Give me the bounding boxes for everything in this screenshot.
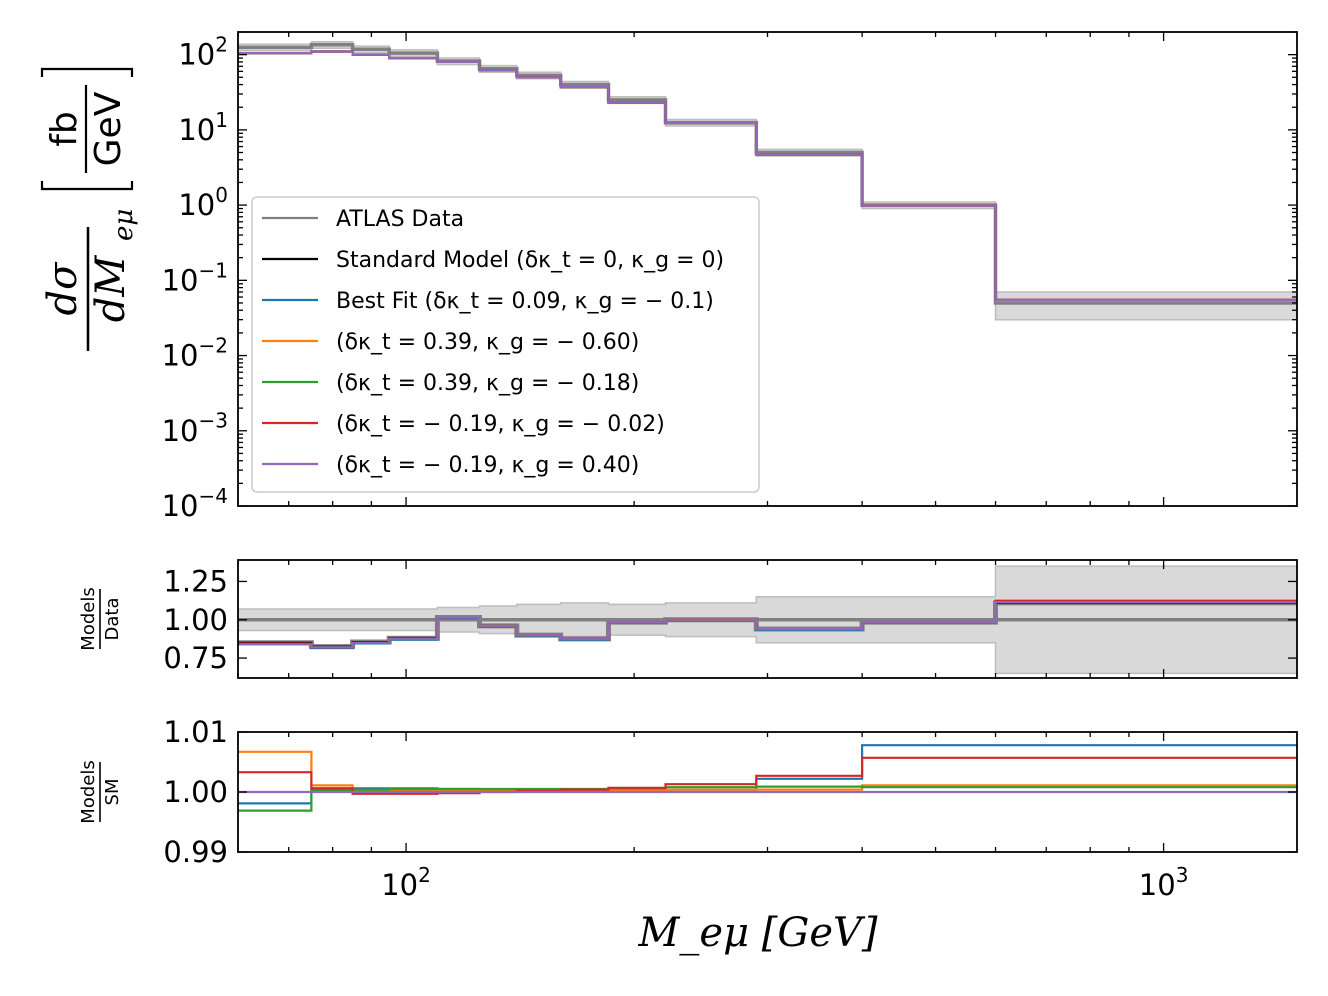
legend-label-data: ATLAS Data [336, 207, 464, 232]
y-label-denominator: dM [88, 255, 134, 323]
y-axis-label-ratio-data-numerator: Models [78, 587, 99, 650]
ratio_data-plot-area [238, 565, 1297, 675]
x-axis-label: M_eμ [GeV] [637, 910, 877, 956]
y-axis-label-ratio-data: Models Data [78, 587, 123, 650]
y-axis-label-ratio-sm-denominator: SM [102, 779, 123, 806]
y-tick-label: 10−3 [162, 409, 228, 448]
x-tick-label: 102 [381, 863, 431, 902]
axes-frame [237, 731, 1298, 853]
y-tick-label: 102 [178, 33, 228, 72]
axes-frame [237, 559, 1298, 679]
ratio-sm-panel: 0.99 1.00 1.01 102 103 [163, 715, 1298, 902]
data-band-edge [238, 565, 1297, 610]
unit-bracket-left [40, 181, 134, 191]
y-tick-label: 1.25 [163, 564, 228, 598]
y-tick-label: 1.00 [163, 603, 228, 637]
legend-label-sm: Standard Model (δκ_t = 0, κ_g = 0) [336, 248, 724, 273]
ratio-line-p4 [238, 601, 1297, 649]
unit-denominator: GeV [88, 91, 129, 166]
y-tick-label: 10−4 [162, 484, 228, 523]
y-tick-label: 0.99 [163, 835, 228, 869]
y-tick-label: 10−2 [162, 333, 228, 372]
data-band-edge [238, 47, 1297, 321]
legend-label-p1: (δκ_t = 0.39, κ_g = − 0.60) [336, 330, 639, 355]
y-tick-label: 10−1 [162, 258, 228, 297]
y-tick-label: 1.01 [163, 715, 228, 749]
main-panel: 10−4 10−3 10−2 10−1 100 101 102 [162, 31, 1298, 523]
ratio_sm-y-tick-labels: 0.99 1.00 1.01 [163, 715, 228, 869]
y-label-numerator: dσ [40, 261, 86, 316]
axis-labels: M_eμ [GeV]dσ/dM_eμ [fb/GeV]dσdMeμfbGeVMo… [40, 67, 878, 956]
y-tick-label: 100 [178, 183, 228, 222]
y-axis-label-ratio-data-denominator: Data [102, 598, 123, 641]
axes-frame [237, 31, 1298, 507]
main-y-tick-labels: 10−4 10−3 10−2 10−1 100 101 102 [162, 33, 228, 523]
atlas-data-line [238, 43, 1297, 305]
data-band-edge [238, 40, 1297, 293]
y-axis-label-ratio-sm: Models SM [78, 760, 123, 823]
legend-label-best: Best Fit (δκ_t = 0.09, κ_g = − 0.1) [336, 289, 714, 314]
legend-label-p2: (δκ_t = 0.39, κ_g = − 0.18) [336, 371, 639, 396]
y-tick-label: 0.75 [163, 641, 228, 675]
legend-label-p3: (δκ_t = − 0.19, κ_g = − 0.02) [336, 412, 665, 437]
legend: ATLAS Data Standard Model (δκ_t = 0, κ_g … [251, 196, 760, 493]
legend-label-p4: (δκ_t = − 0.19, κ_g = 0.40) [336, 453, 639, 478]
y-tick-label: 101 [178, 108, 228, 147]
x-tick-labels: 102 103 [381, 863, 1188, 902]
unit-bracket-right [40, 67, 134, 77]
ratio_data-y-tick-labels: 0.75 1.00 1.25 [163, 564, 228, 675]
legend-box [251, 196, 760, 493]
y-label-subscript: eμ [109, 209, 139, 241]
main-plot-area [238, 40, 1297, 321]
ratio-data-panel: 0.75 1.00 1.25 [163, 559, 1298, 679]
x-tick-label: 103 [1139, 863, 1189, 902]
ratio_sm-plot-area [238, 744, 1297, 812]
model-line-p4 [238, 50, 1297, 301]
unit-numerator: fb [44, 111, 85, 147]
y-tick-label: 1.00 [163, 775, 228, 809]
y-axis-label-ratio-sm-numerator: Models [78, 760, 99, 823]
